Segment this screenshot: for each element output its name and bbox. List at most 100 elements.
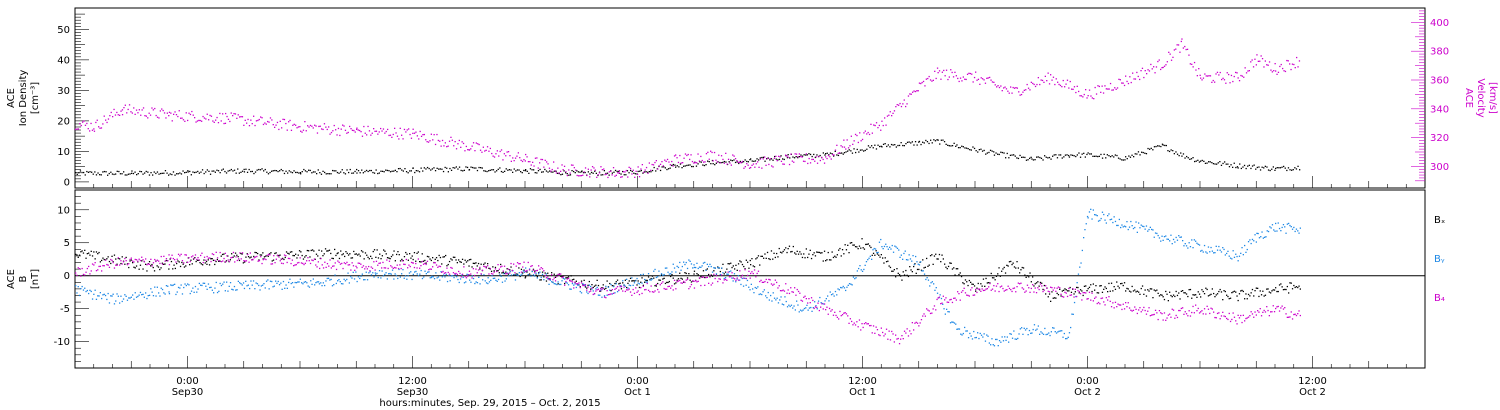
by-point xyxy=(600,289,602,291)
bz-point xyxy=(713,273,715,275)
velocity-point xyxy=(366,134,368,136)
bz-point xyxy=(379,262,381,264)
velocity-point xyxy=(586,174,588,177)
by-point xyxy=(271,280,273,283)
density-point xyxy=(738,162,740,165)
by-point xyxy=(415,270,417,273)
bx-point xyxy=(1209,294,1211,296)
bz-point xyxy=(350,269,352,271)
velocity-point xyxy=(254,124,256,127)
velocity-point xyxy=(1223,79,1226,81)
by-point xyxy=(1062,336,1064,338)
velocity-point xyxy=(166,112,168,114)
bz-point xyxy=(185,254,187,256)
bx-point xyxy=(150,265,152,267)
bx-point xyxy=(1201,289,1203,291)
bx-point xyxy=(1078,292,1080,294)
by-point xyxy=(808,307,811,309)
by-point xyxy=(1086,215,1089,218)
bz-point xyxy=(1122,303,1124,305)
bz-point xyxy=(1266,306,1268,308)
density-point xyxy=(678,166,680,168)
velocity-point xyxy=(537,167,539,169)
bz-point xyxy=(1223,315,1225,317)
bz-point xyxy=(805,298,807,300)
density-point xyxy=(842,153,844,155)
bz-point xyxy=(1105,297,1107,299)
velocity-point xyxy=(471,145,473,147)
by-point xyxy=(788,304,790,306)
velocity-point xyxy=(877,127,879,129)
by-point xyxy=(522,270,524,272)
bz-point xyxy=(1218,312,1220,314)
bx-point xyxy=(1007,265,1009,267)
bz-point xyxy=(262,259,264,261)
velocity-point xyxy=(269,117,272,119)
by-point xyxy=(936,292,939,294)
bz-point xyxy=(666,288,668,290)
velocity-point xyxy=(289,119,291,122)
density-point xyxy=(550,171,552,173)
velocity-point xyxy=(708,158,710,160)
velocity-point xyxy=(475,142,477,144)
by-point xyxy=(145,292,147,294)
by-point xyxy=(288,281,290,284)
bz-point xyxy=(82,273,85,276)
bz-point xyxy=(544,274,546,277)
bz-point xyxy=(616,286,619,288)
bx-point xyxy=(1001,270,1003,272)
velocity-point xyxy=(87,128,89,130)
by-point xyxy=(347,272,349,274)
density-point xyxy=(950,145,952,147)
bz-point xyxy=(1162,319,1164,321)
density-point xyxy=(168,174,170,176)
velocity-point xyxy=(816,162,819,164)
velocity-point xyxy=(137,112,139,114)
velocity-point xyxy=(627,176,629,178)
density-point xyxy=(340,171,342,173)
density-point xyxy=(295,171,297,174)
density-point xyxy=(734,161,737,164)
density-point xyxy=(730,159,732,161)
density-point xyxy=(359,172,361,174)
velocity-point xyxy=(1008,92,1010,94)
velocity-point xyxy=(346,132,348,134)
bz-point xyxy=(1154,309,1157,311)
density-point xyxy=(383,171,385,173)
velocity-point xyxy=(1076,85,1078,87)
velocity-point xyxy=(437,139,439,142)
velocity-point xyxy=(77,128,80,130)
velocity-point xyxy=(1235,71,1237,74)
bz-point xyxy=(283,254,286,256)
density-point xyxy=(853,148,855,150)
density-point xyxy=(336,171,339,174)
by-point xyxy=(138,294,140,296)
by-point xyxy=(1031,332,1033,334)
bx-point xyxy=(620,288,623,290)
density-point xyxy=(1256,166,1258,169)
bz-point xyxy=(134,258,136,261)
bz-point xyxy=(558,273,561,276)
bz-point xyxy=(108,266,111,268)
velocity-point xyxy=(482,146,484,148)
velocity-point xyxy=(1130,81,1132,84)
density-point xyxy=(626,170,629,172)
bx-point xyxy=(977,282,979,285)
velocity-point xyxy=(526,156,528,158)
by-point xyxy=(759,293,762,295)
velocity-point xyxy=(351,129,354,131)
by-point xyxy=(454,274,456,276)
bx-point xyxy=(560,275,562,277)
by-point xyxy=(298,281,300,283)
by-point xyxy=(1092,209,1094,211)
by-point xyxy=(414,271,416,273)
density-point xyxy=(316,173,318,175)
velocity-point xyxy=(881,120,883,122)
density-point xyxy=(296,171,298,174)
density-point xyxy=(161,172,163,174)
bz-point xyxy=(778,285,780,287)
by-point xyxy=(297,281,299,283)
velocity-point xyxy=(943,69,945,72)
bz-point xyxy=(432,266,434,268)
density-point xyxy=(569,174,572,176)
